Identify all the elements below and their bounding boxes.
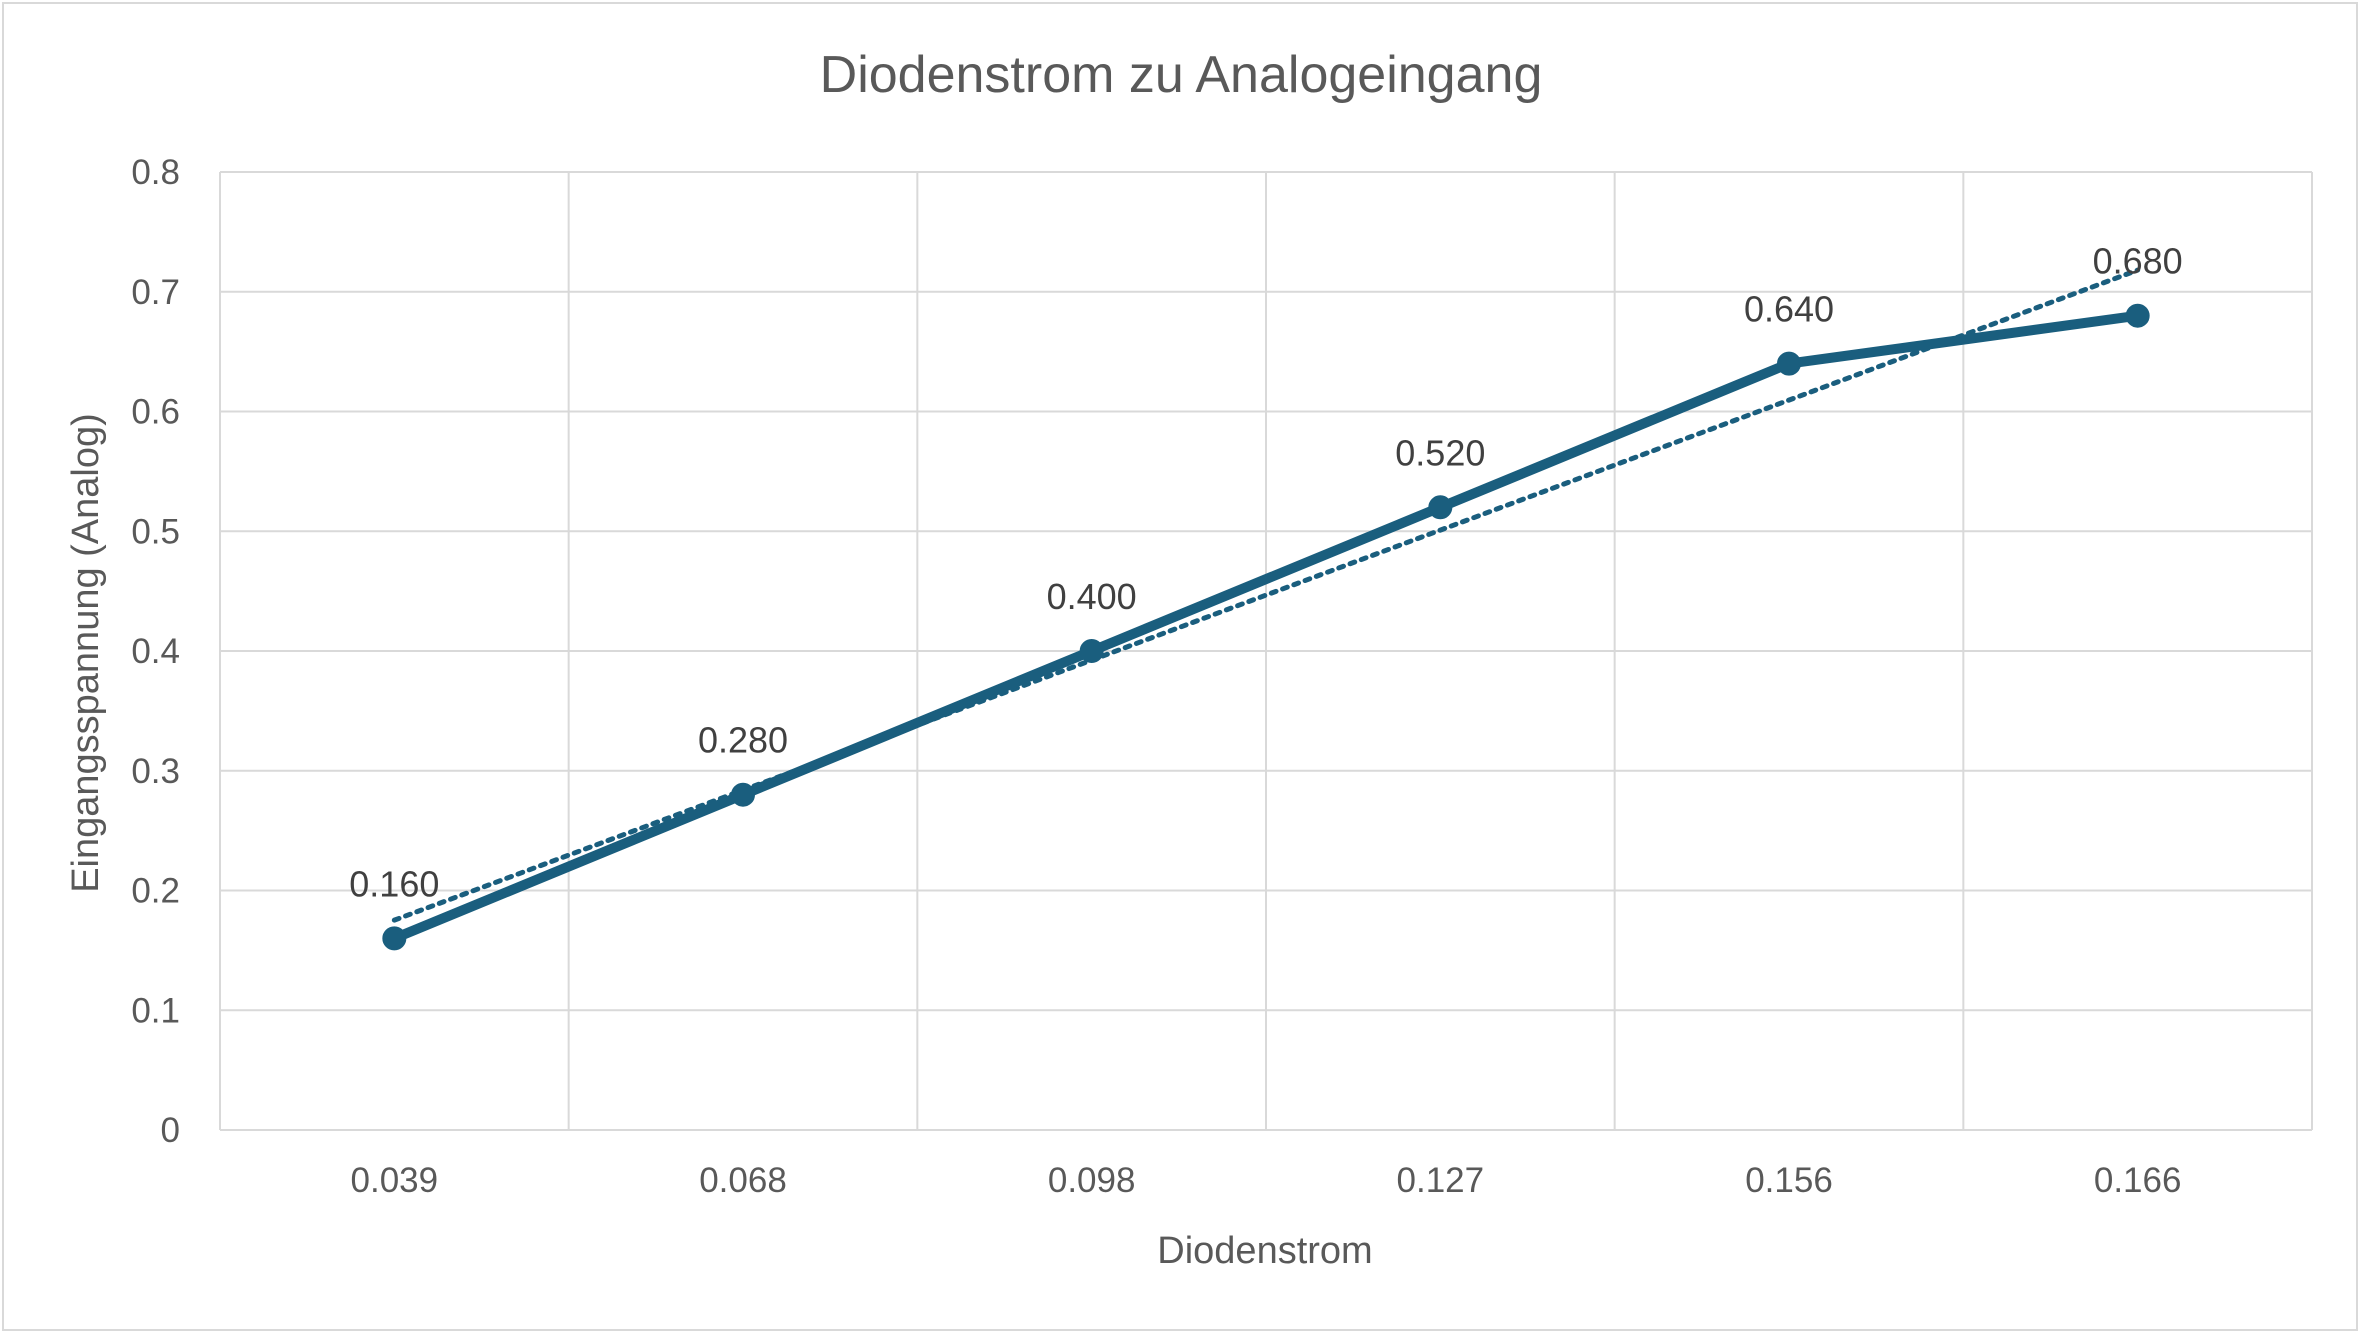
gridlines	[219, 171, 2313, 1131]
data-label: 0.160	[349, 863, 439, 904]
series-line	[389, 310, 2143, 944]
x-axis-title: Diodenstrom	[1157, 1230, 1372, 1272]
data-point	[382, 926, 407, 951]
y-tick-label: 0.2	[131, 872, 180, 911]
y-tick-label: 0.7	[131, 273, 180, 312]
y-axis-title: Eingangsspannung (Analog)	[65, 413, 107, 893]
data-label: 0.520	[1395, 432, 1485, 473]
y-tick-label: 0.3	[131, 752, 180, 791]
y-tick-label: 0.4	[131, 632, 180, 671]
data-point	[1079, 639, 1104, 663]
data-labels: 0.160 0.280 0.400 0.520 0.640 0.680	[349, 241, 2182, 905]
y-tick-label: 0.5	[131, 512, 180, 551]
y-tick-label: 0	[161, 1111, 180, 1150]
data-label: 0.400	[1047, 576, 1137, 617]
trendline	[391, 267, 2141, 923]
trendline-group	[391, 267, 2141, 923]
data-label: 0.280	[698, 720, 788, 761]
y-tick-label: 0.1	[131, 991, 180, 1030]
x-tick-label: 0.039	[351, 1161, 439, 1200]
x-tick-label: 0.127	[1397, 1161, 1485, 1200]
chart-title: Diodenstrom zu Analogeingang	[820, 46, 1543, 104]
data-point	[2125, 303, 2150, 328]
series-group	[382, 303, 2150, 951]
x-tick-label: 0.098	[1048, 1161, 1136, 1200]
data-label: 0.680	[2093, 241, 2183, 282]
data-point	[1777, 351, 1801, 376]
y-tick-label: 0.6	[131, 393, 180, 432]
data-label: 0.640	[1744, 289, 1834, 330]
x-tick-label: 0.068	[699, 1161, 787, 1200]
data-point	[1428, 495, 1453, 520]
x-tick-label: 0.166	[2094, 1161, 2182, 1200]
y-axis-ticks: 0 0.1 0.2 0.3 0.4 0.5 0.6 0.7 0.8	[131, 153, 180, 1150]
data-point	[731, 782, 755, 807]
x-axis-ticks: 0.039 0.068 0.098 0.127 0.156 0.166	[351, 1161, 2182, 1200]
y-tick-label: 0.8	[131, 153, 180, 192]
x-tick-label: 0.156	[1745, 1161, 1833, 1200]
